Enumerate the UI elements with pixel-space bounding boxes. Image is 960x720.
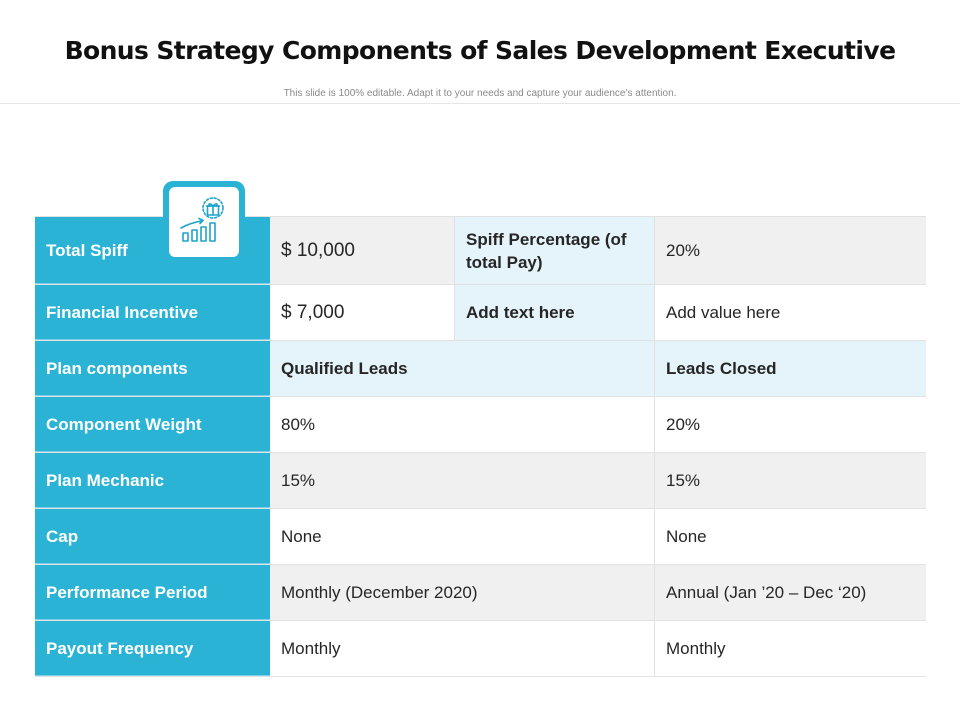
row-label-component-weight: Component Weight xyxy=(35,397,270,452)
plan-mechanic-col1: 15% xyxy=(270,453,655,508)
table-row-financial-incentive: Financial Incentive $ 7,000 Add text her… xyxy=(35,285,926,341)
plan-components-col1: Qualified Leads xyxy=(270,341,655,396)
spiff-percentage-value: 20% xyxy=(655,217,926,284)
icon-badge xyxy=(163,181,245,261)
performance-period-col1: Monthly (December 2020) xyxy=(270,565,655,620)
table-row-performance-period: Performance Period Monthly (December 202… xyxy=(35,565,926,621)
component-weight-col2: 20% xyxy=(666,415,701,434)
row-label-cap: Cap xyxy=(35,509,270,564)
row-label-financial-incentive: Financial Incentive xyxy=(35,285,270,340)
header-divider xyxy=(0,103,960,104)
table-row-total-spiff: Total Spiff $ 10,000 Spiff Percentage (o… xyxy=(35,217,926,285)
row-label-payout-frequency: Payout Frequency xyxy=(35,621,270,676)
bonus-strategy-table: Total Spiff $ 10,000 Spiff Percentage (o… xyxy=(35,216,926,677)
plan-components-col2: Leads Closed xyxy=(655,341,926,396)
total-spiff-value: $ 10,000 xyxy=(270,217,455,284)
add-value-cell: Add value here xyxy=(666,303,781,322)
table-row-component-weight: Component Weight 80% 20% xyxy=(35,397,926,453)
add-text-label: Add text here xyxy=(455,285,655,340)
page-subtitle: This slide is 100% editable. Adapt it to… xyxy=(283,88,677,99)
icon-badge-inner xyxy=(169,187,239,257)
cap-col2: None xyxy=(666,527,707,546)
growth-chart-gift-icon xyxy=(180,197,224,242)
table-row-payout-frequency: Payout Frequency Monthly Monthly xyxy=(35,621,926,677)
row-label-plan-components: Plan components xyxy=(35,341,270,396)
table-row-plan-components: Plan components Qualified Leads Leads Cl… xyxy=(35,341,926,397)
table-row-cap: Cap None None xyxy=(35,509,926,565)
spiff-percentage-label: Spiff Percentage (of total Pay) xyxy=(455,217,655,284)
table-row-plan-mechanic: Plan Mechanic 15% 15% xyxy=(35,453,926,509)
row-label-plan-mechanic: Plan Mechanic xyxy=(35,453,270,508)
component-weight-col1: 80% xyxy=(270,397,655,452)
payout-frequency-col1: Monthly xyxy=(270,621,655,676)
financial-incentive-value: $ 7,000 xyxy=(270,285,455,340)
page-title: Bonus Strategy Components of Sales Devel… xyxy=(64,36,896,65)
performance-period-col2: Annual (Jan ’20 – Dec ‘20) xyxy=(655,565,926,620)
row-label-performance-period: Performance Period xyxy=(35,565,270,620)
payout-frequency-col2: Monthly xyxy=(666,639,726,658)
cap-col1: None xyxy=(270,509,655,564)
plan-mechanic-col2: 15% xyxy=(655,453,926,508)
